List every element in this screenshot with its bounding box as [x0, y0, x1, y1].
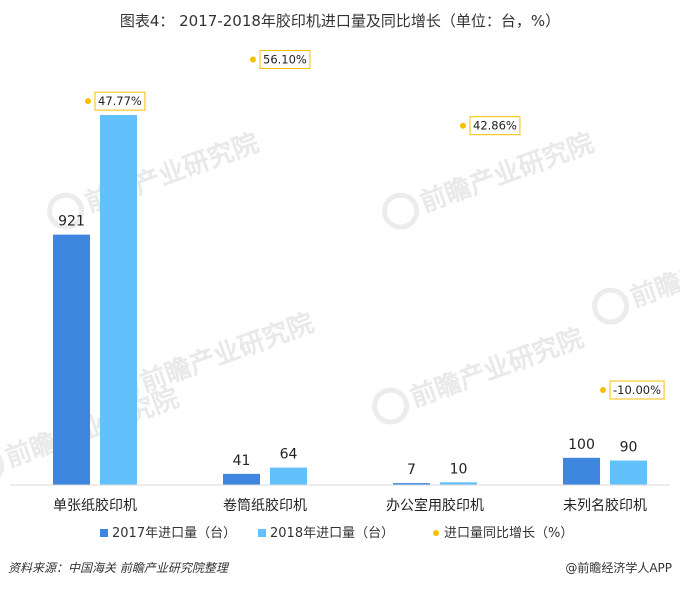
- category-label: 卷筒纸胶印机: [223, 497, 307, 514]
- watermark: 前瞻产业研究院: [372, 322, 588, 425]
- yoy-label-box: [259, 50, 311, 69]
- watermark: 前瞻产业研究院: [0, 382, 183, 485]
- yoy-point: [85, 98, 91, 105]
- watermark: 前瞻产业研究院: [592, 222, 680, 325]
- bar-value-label: 10: [450, 461, 468, 477]
- svg-text:前瞻产业研究院: 前瞻产业研究院: [1, 382, 183, 473]
- legend-swatch: [433, 530, 439, 536]
- yoy-label: -10.00%: [613, 383, 661, 397]
- watermark: 前瞻产业研究院: [382, 127, 598, 230]
- bar-value-label: 41: [233, 453, 251, 469]
- legend-label: 2017年进口量（台）: [112, 526, 236, 541]
- bar-value-label: 7: [407, 462, 416, 478]
- legend: 2017年进口量（台） 2018年进口量（台） 进口量同比增长（%）: [100, 526, 573, 541]
- yoy-point: [250, 56, 256, 63]
- bar-2018-1: [100, 115, 137, 485]
- brand-credit: @前瞻经济学人APP: [565, 560, 672, 575]
- bar-2017-4: [563, 457, 600, 485]
- yoy-point: [600, 387, 606, 393]
- bar-value-label: 90: [620, 440, 638, 456]
- bar-value-label: 64: [280, 447, 298, 463]
- bar-2017-1: [53, 234, 90, 485]
- legend-label: 2018年进口量（台）: [270, 526, 394, 541]
- category-label: 单张纸胶印机: [53, 497, 137, 514]
- yoy-label: 47.77%: [98, 94, 142, 108]
- svg-text:前瞻产业研究院: 前瞻产业研究院: [406, 322, 588, 413]
- yoy-point: [460, 122, 466, 129]
- yoy-label-box: [469, 116, 521, 136]
- legend-swatch: [258, 529, 266, 537]
- svg-text:前瞻产业研究院: 前瞻产业研究院: [416, 127, 598, 218]
- yoy-label-box: [94, 91, 146, 111]
- legend-label: 进口量同比增长（%）: [444, 526, 573, 541]
- svg-text:前瞻产业研究院: 前瞻产业研究院: [626, 222, 680, 313]
- bar-value-label: 921: [58, 214, 85, 230]
- yoy-markers: 47.77% 56.10% 42.86% -10.00%: [85, 50, 665, 400]
- category-labels: 单张纸胶印机 卷筒纸胶印机 办公室用胶印机 未列名胶印机: [53, 497, 647, 514]
- bar-2017-3: [393, 483, 430, 485]
- svg-text:前瞻产业研究院: 前瞻产业研究院: [136, 307, 318, 398]
- source-note: 资料来源：中国海关 前瞻产业研究院整理: [8, 561, 230, 575]
- bar-2017-2: [223, 473, 260, 485]
- bars-layer: 9211361416471010090: [53, 94, 647, 485]
- category-label: 办公室用胶印机: [386, 497, 484, 514]
- bar-value-label: 100: [568, 437, 595, 453]
- bar-2018-2: [270, 467, 307, 485]
- bar-2018-3: [440, 482, 477, 485]
- chart-title: 图表4： 2017-2018年胶印机进口量及同比增长（单位：台，%）: [120, 12, 560, 30]
- yoy-label-box: [609, 380, 665, 400]
- legend-swatch: [100, 529, 108, 537]
- category-label: 未列名胶印机: [563, 497, 647, 514]
- yoy-label: 42.86%: [473, 119, 517, 133]
- yoy-label: 56.10%: [263, 53, 307, 67]
- bar-2018-4: [610, 460, 647, 485]
